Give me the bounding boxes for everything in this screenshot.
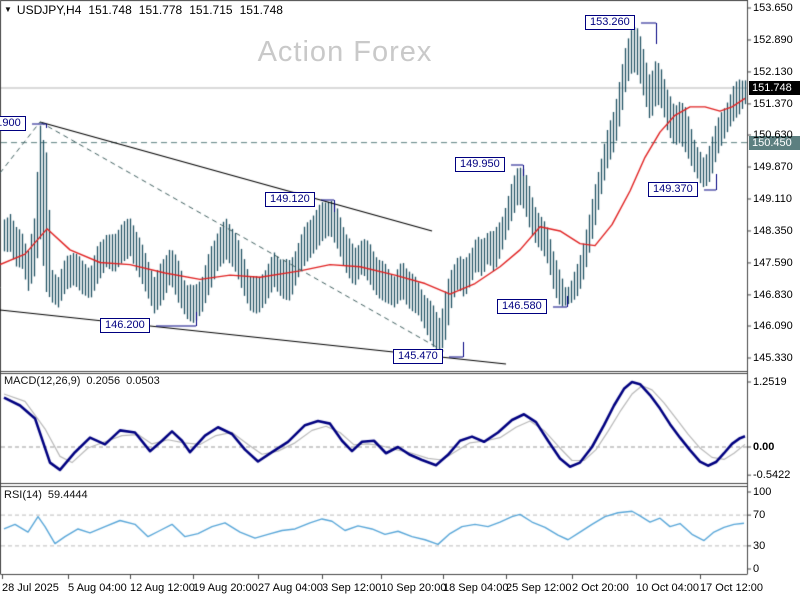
time-axis-label: 5 Aug 04:00 bbox=[68, 582, 127, 594]
price-axis-tick: 147.590 bbox=[753, 256, 793, 269]
price-axis-tick: 152.130 bbox=[753, 65, 793, 78]
price-axis-tick: 149.110 bbox=[753, 192, 792, 205]
rsi-axis-tick: 100 bbox=[753, 486, 772, 498]
chart-title-bar: ▼ USDJPY,H4 151.748 151.778 151.715 151.748 bbox=[4, 3, 283, 17]
price-annotation[interactable]: 150.900 bbox=[0, 116, 26, 131]
price-axis-tick: 146.090 bbox=[753, 320, 793, 333]
price-axis-tick: 153.650 bbox=[753, 2, 793, 14]
time-axis-label: 3 Sep 12:00 bbox=[322, 582, 382, 594]
price-annotation[interactable]: 153.260 bbox=[585, 15, 635, 30]
macd-name: MACD(12,26,9) bbox=[4, 375, 81, 387]
rsi-name: RSI(14) bbox=[4, 489, 42, 501]
price-axis-tick: 148.350 bbox=[753, 224, 793, 237]
symbol-marker-icon[interactable]: ▼ bbox=[4, 5, 12, 14]
current-price-badge: 151.748 bbox=[749, 81, 800, 95]
price-axis-tick: 151.370 bbox=[753, 97, 793, 110]
time-axis-label: 28 Jul 2025 bbox=[2, 582, 59, 594]
macd-value-signal: 0.0503 bbox=[126, 375, 160, 387]
rsi-value: 59.4444 bbox=[47, 489, 88, 501]
macd-axis-tick: 1.2519 bbox=[753, 376, 787, 388]
price-axis-tick: 149.870 bbox=[753, 161, 793, 173]
ohlc-open: 151.748 bbox=[88, 3, 132, 17]
ohlc-low: 151.715 bbox=[189, 3, 233, 17]
macd-value-main: 0.2056 bbox=[86, 375, 121, 387]
price-annotation[interactable]: 149.370 bbox=[648, 182, 698, 197]
price-axis-tick: 146.830 bbox=[753, 288, 793, 301]
time-axis-label: 27 Aug 04:00 bbox=[258, 582, 323, 594]
rsi-axis-tick: 70 bbox=[753, 509, 766, 522]
ohlc-high: 151.778 bbox=[138, 3, 183, 17]
price-axis-tick: 150.630 bbox=[753, 129, 793, 142]
support-level-badge: 150.450 bbox=[749, 135, 800, 150]
macd-axis-tick: 0.00 bbox=[753, 441, 775, 453]
price-annotation[interactable]: 145.470 bbox=[393, 349, 443, 364]
time-axis-label: 2 Oct 20:00 bbox=[572, 582, 629, 594]
time-axis-label: 17 Oct 12:00 bbox=[700, 582, 763, 594]
price-axis-tick: 145.330 bbox=[753, 352, 793, 364]
time-axis-label: 19 Aug 20:00 bbox=[193, 582, 258, 594]
price-annotation[interactable]: 146.200 bbox=[100, 318, 150, 333]
ohlc-close: 151.748 bbox=[239, 3, 283, 17]
rsi-indicator-label: RSI(14) 59.4444 bbox=[4, 489, 88, 501]
price-annotation[interactable]: 146.580 bbox=[497, 299, 547, 314]
time-axis-label: 12 Aug 12:00 bbox=[130, 582, 195, 594]
price-annotation[interactable]: 149.950 bbox=[455, 157, 505, 172]
time-axis-label: 10 Sep 20:00 bbox=[381, 582, 447, 594]
rsi-axis-tick: 30 bbox=[753, 539, 766, 552]
rsi-axis-tick: 0 bbox=[753, 563, 760, 575]
macd-indicator-label: MACD(12,26,9) 0.2056 0.0503 bbox=[4, 375, 160, 387]
time-axis-label: 10 Oct 04:00 bbox=[636, 582, 699, 594]
time-axis-label: 18 Sep 04:00 bbox=[443, 582, 509, 594]
macd-axis-tick: -0.5422 bbox=[753, 469, 791, 482]
symbol-timeframe: USDJPY,H4 bbox=[16, 3, 82, 17]
time-axis-label: 25 Sep 12:00 bbox=[506, 582, 572, 594]
price-annotation[interactable]: 149.120 bbox=[265, 192, 315, 207]
price-axis-tick: 152.890 bbox=[753, 33, 793, 46]
watermark: Action Forex bbox=[257, 36, 433, 68]
